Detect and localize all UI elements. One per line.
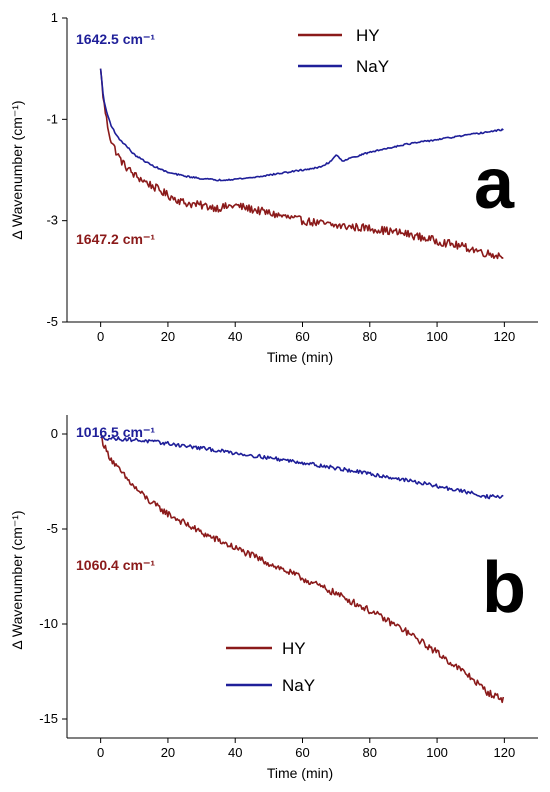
series-line-nay xyxy=(99,68,504,182)
x-tick-label: 100 xyxy=(426,745,448,760)
y-tick-label: -10 xyxy=(39,616,58,631)
legend-label-b-nay: NaY xyxy=(282,676,315,695)
legend-label-a-nay: NaY xyxy=(356,57,389,76)
annotation-b-nay: 1016.5 cm⁻¹ xyxy=(76,424,155,440)
x-tick-label: 100 xyxy=(426,329,448,344)
panel-a: 1 -1 -3 -5 0 20 40 60 80 100 120 Time (min) Δ Wav… xyxy=(9,10,538,365)
x-tick-label: 40 xyxy=(228,745,242,760)
x-tick-label: 60 xyxy=(295,329,309,344)
x-tick-label: 80 xyxy=(363,329,377,344)
legend-label-a-hy: HY xyxy=(356,26,380,45)
legend-label-b-hy: HY xyxy=(282,639,306,658)
x-axis-label-a: Time (min) xyxy=(267,349,333,365)
x-tick-label: 20 xyxy=(161,329,175,344)
y-tick-label: 0 xyxy=(51,426,58,441)
x-tick-label: 60 xyxy=(295,745,309,760)
x-tick-label: 0 xyxy=(97,329,104,344)
x-tick-label: 120 xyxy=(494,745,516,760)
series-line-nay xyxy=(100,435,504,500)
x-tick-label: 80 xyxy=(363,745,377,760)
y-tick-label: -5 xyxy=(46,314,58,329)
annotation-a-hy: 1647.2 cm⁻¹ xyxy=(76,231,155,247)
annotation-b-hy: 1060.4 cm⁻¹ xyxy=(76,557,155,573)
y-tick-label: -3 xyxy=(46,213,58,228)
x-tick-label: 40 xyxy=(228,329,242,344)
y-axis-label-a: Δ Wavenumber (cm⁻¹) xyxy=(9,100,25,239)
series-line-hy xyxy=(99,68,504,260)
panel-b: 0 -5 -10 -15 0 20 40 60 80 100 120 Time (min) Δ W… xyxy=(9,415,538,781)
y-tick-label: -1 xyxy=(46,111,58,126)
y-tick-label: -15 xyxy=(39,711,58,726)
x-tick-label: 20 xyxy=(161,745,175,760)
panel-label-a: a xyxy=(474,144,515,224)
x-tick-label: 120 xyxy=(494,329,516,344)
x-tick-label: 0 xyxy=(97,745,104,760)
y-tick-label: -5 xyxy=(46,521,58,536)
series-line-hy xyxy=(99,433,505,704)
y-tick-label: 1 xyxy=(51,10,58,25)
x-axis-label-b: Time (min) xyxy=(267,765,333,781)
annotation-a-nay: 1642.5 cm⁻¹ xyxy=(76,31,155,47)
y-axis-label-b: Δ Wavenumber (cm⁻¹) xyxy=(9,510,25,649)
panel-label-b: b xyxy=(482,548,526,628)
